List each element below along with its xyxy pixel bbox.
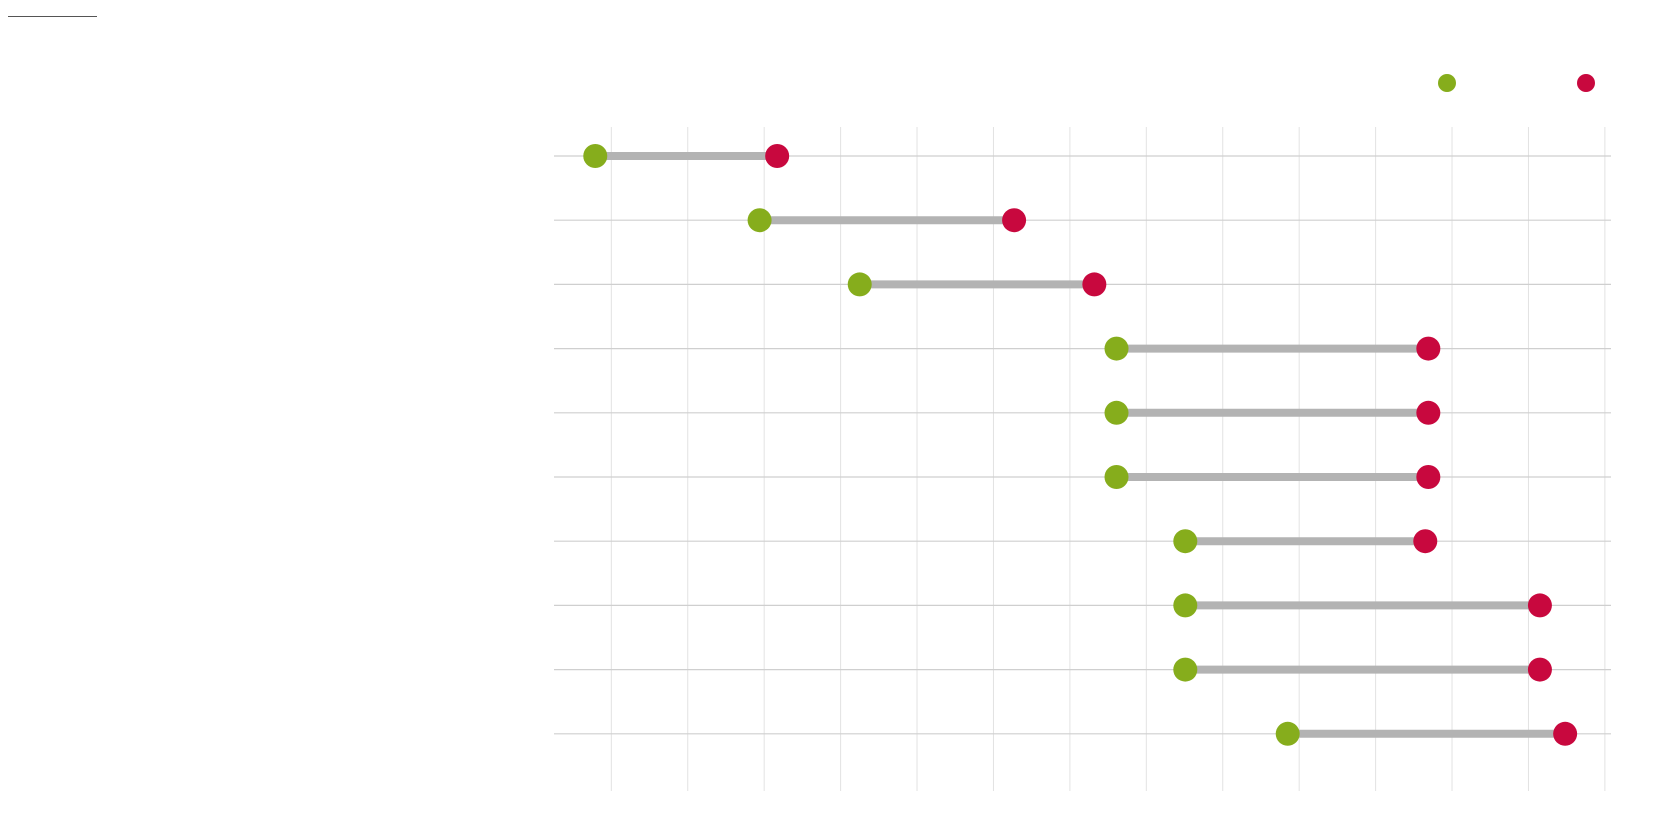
dot [747,208,772,233]
dot [1173,657,1198,682]
dot [1082,272,1107,297]
dot [1553,721,1578,746]
dot [1416,465,1441,489]
dot [847,272,872,297]
dot [1173,529,1198,554]
dot [1104,465,1129,489]
dot [1527,657,1552,682]
dot [1104,400,1129,425]
dot [583,144,608,168]
dot [765,144,790,168]
dot [1104,336,1129,361]
legend-marker [1577,74,1595,92]
dot [1002,208,1027,233]
dot [1416,336,1441,361]
dot [1527,593,1552,618]
legend-marker [1438,74,1456,92]
dot [1275,721,1300,746]
dot [1413,529,1438,554]
dot [1173,593,1198,618]
dot [1416,400,1441,425]
